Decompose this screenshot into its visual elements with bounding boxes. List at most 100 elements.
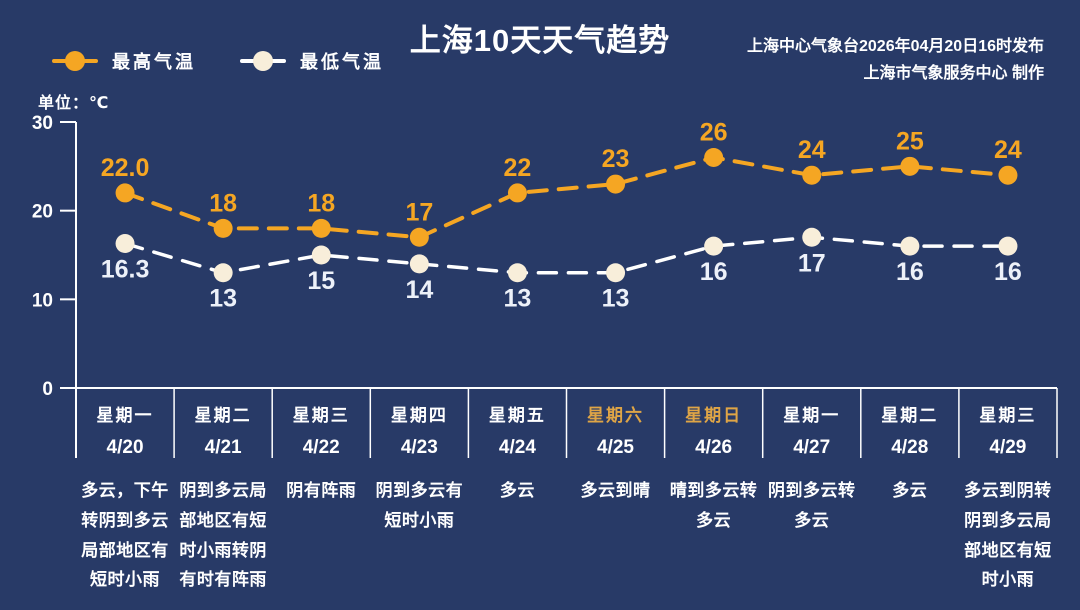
day-column-10: 星期三 4/29 多云到阴转阴到多云局部地区有短时小雨 bbox=[959, 394, 1057, 595]
legend-min-label: 最低气温 bbox=[300, 52, 384, 72]
chart-axes: 0 10 20 30 bbox=[32, 113, 1058, 458]
data-point-marker bbox=[606, 174, 626, 194]
weekday-label: 星期三 bbox=[979, 406, 1037, 425]
date-label: 4/22 bbox=[302, 437, 340, 458]
data-point-marker bbox=[311, 218, 331, 238]
date-label: 4/20 bbox=[106, 437, 144, 458]
day-column-4: 星期四 4/23 阴到多云有短时小雨 bbox=[370, 394, 468, 595]
data-point-marker bbox=[213, 263, 233, 283]
weekday-label: 星期一 bbox=[783, 406, 841, 425]
data-point-marker bbox=[802, 165, 822, 185]
data-point-marker bbox=[606, 263, 626, 283]
day-table: 星期一 4/20 多云，下午转阴到多云局部地区有短时小雨 星期二 4/21 阴到… bbox=[76, 394, 1057, 595]
series-line bbox=[123, 235, 1010, 275]
data-point-marker bbox=[409, 254, 429, 274]
min-temp-series: 16.3 13 15 14 13 13 16 17 16 16 bbox=[101, 227, 1022, 313]
data-point-marker bbox=[311, 245, 331, 265]
y-axis-tick-label: 30 bbox=[32, 113, 53, 134]
max-temp-series: 22.0 18 18 17 22 23 26 24 25 24 bbox=[101, 118, 1022, 247]
data-point-label: 18 bbox=[307, 189, 335, 217]
weekday-label: 星期四 bbox=[390, 406, 448, 425]
data-point-label: 15 bbox=[307, 267, 335, 295]
day-column-1: 星期一 4/20 多云，下午转阴到多云局部地区有短时小雨 bbox=[76, 394, 174, 595]
data-point-marker bbox=[900, 236, 920, 256]
data-point-label: 24 bbox=[994, 136, 1022, 164]
y-axis-tick-label: 10 bbox=[32, 290, 53, 311]
data-point-label: 13 bbox=[504, 285, 532, 313]
weather-text: 阴有阵雨 bbox=[286, 481, 357, 500]
series-line bbox=[123, 155, 1010, 240]
data-point-marker bbox=[507, 183, 527, 203]
data-point-marker bbox=[802, 227, 822, 247]
weather-text: 阴到多云转多云 bbox=[767, 481, 856, 530]
data-point-marker bbox=[115, 183, 135, 203]
data-point-label: 17 bbox=[798, 249, 826, 277]
data-point-label: 13 bbox=[209, 285, 237, 313]
data-point-label: 24 bbox=[798, 136, 826, 164]
date-label: 4/21 bbox=[204, 437, 242, 458]
publisher-line2: 上海市气象服务中心 制作 bbox=[863, 65, 1044, 83]
weather-text: 晴到多云转多云 bbox=[669, 481, 758, 530]
data-point-marker bbox=[998, 236, 1018, 256]
date-label: 4/28 bbox=[891, 437, 929, 458]
chart-legend: 最高气温 最低气温 bbox=[52, 48, 384, 74]
y-axis-tick-label: 0 bbox=[42, 379, 53, 400]
day-column-3: 星期三 4/22 阴有阵雨 bbox=[272, 394, 370, 595]
data-point-label: 16.3 bbox=[101, 255, 150, 283]
data-point-marker bbox=[704, 236, 724, 256]
weather-text: 阴到多云局部地区有短时小雨转阴有时有阵雨 bbox=[179, 481, 267, 590]
data-point-marker bbox=[115, 233, 135, 253]
data-point-label: 16 bbox=[700, 258, 728, 286]
data-point-marker bbox=[409, 227, 429, 247]
weather-text: 多云 bbox=[499, 481, 535, 500]
y-axis-tick-label: 20 bbox=[32, 202, 53, 223]
publisher-line1: 上海中心气象台2026年04月20日16时发布 bbox=[747, 38, 1044, 55]
day-column-5: 星期五 4/24 多云 bbox=[468, 394, 566, 595]
weekday-label: 星期一 bbox=[96, 406, 154, 425]
data-point-label: 13 bbox=[602, 285, 630, 313]
publisher-info: 上海中心气象台2026年04月20日16时发布 上海市气象服务中心 制作 bbox=[747, 33, 1044, 87]
day-column-6: 星期六 4/25 多云到晴 bbox=[566, 394, 664, 595]
data-point-marker bbox=[998, 165, 1018, 185]
max-temp-line-icon bbox=[52, 51, 98, 71]
weather-text: 多云到阴转阴到多云局部地区有短时小雨 bbox=[964, 481, 1052, 590]
data-point-label: 25 bbox=[896, 127, 924, 155]
legend-item-max: 最高气温 bbox=[52, 48, 196, 74]
weekday-label: 星期六 bbox=[587, 406, 645, 425]
day-column-8: 星期一 4/27 阴到多云转多云 bbox=[763, 394, 861, 595]
min-temp-marker-icon bbox=[253, 51, 273, 71]
legend-item-min: 最低气温 bbox=[240, 48, 384, 74]
unit-label: 单位：℃ bbox=[38, 95, 110, 112]
weekday-label: 星期五 bbox=[488, 406, 546, 425]
max-temp-marker-icon bbox=[65, 51, 85, 71]
weather-text: 多云 bbox=[892, 481, 928, 500]
data-point-label: 16 bbox=[896, 258, 924, 286]
data-point-label: 22.0 bbox=[101, 154, 150, 182]
weekday-label: 星期日 bbox=[685, 406, 743, 425]
weather-text: 多云到晴 bbox=[580, 481, 651, 500]
data-point-label: 18 bbox=[209, 189, 237, 217]
data-point-label: 17 bbox=[405, 198, 433, 226]
data-point-label: 16 bbox=[994, 258, 1022, 286]
data-point-marker bbox=[900, 156, 920, 176]
date-label: 4/27 bbox=[793, 437, 831, 458]
weekday-label: 星期二 bbox=[881, 406, 939, 425]
data-point-marker bbox=[704, 147, 724, 167]
date-label: 4/23 bbox=[400, 437, 438, 458]
data-point-label: 14 bbox=[405, 276, 433, 304]
day-column-9: 星期二 4/28 多云 bbox=[861, 394, 959, 595]
weather-text: 多云，下午转阴到多云局部地区有短时小雨 bbox=[81, 481, 169, 590]
weekday-label: 星期三 bbox=[292, 406, 350, 425]
weekday-label: 星期二 bbox=[194, 406, 252, 425]
min-temp-line-icon bbox=[240, 51, 286, 71]
weather-text: 阴到多云有短时小雨 bbox=[375, 481, 464, 530]
date-label: 4/25 bbox=[597, 437, 634, 458]
data-point-label: 22 bbox=[504, 154, 532, 182]
data-point-label: 26 bbox=[700, 118, 728, 146]
date-label: 4/24 bbox=[498, 437, 536, 458]
day-column-7: 星期日 4/26 晴到多云转多云 bbox=[665, 394, 763, 595]
date-label: 4/29 bbox=[989, 437, 1027, 458]
data-point-label: 23 bbox=[602, 145, 630, 173]
